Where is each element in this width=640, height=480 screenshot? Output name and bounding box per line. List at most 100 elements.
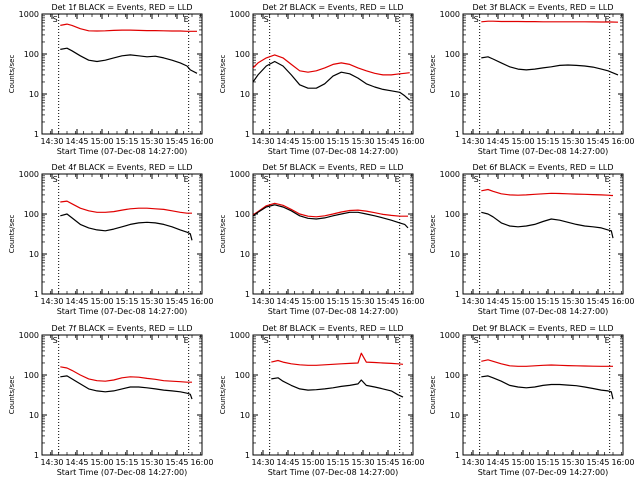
x-tick-label: 14:45 bbox=[65, 458, 88, 467]
x-tick-label: 15:45 bbox=[165, 137, 188, 146]
series-events-line bbox=[481, 211, 614, 239]
y-axis-label: Counts/sec bbox=[219, 376, 227, 415]
x-tick-label: 15:15 bbox=[536, 137, 559, 146]
x-axis-label: Start Time (07-Dec-09 14:27:00) bbox=[478, 468, 609, 477]
series-lld-line bbox=[481, 20, 619, 23]
x-tick-label: 14:45 bbox=[276, 137, 299, 146]
x-tick-label: 15:45 bbox=[165, 458, 188, 467]
x-tick-label: 15:00 bbox=[90, 137, 113, 146]
x-axis-label: Start Time (07-Dec-08 14:27:00) bbox=[268, 468, 399, 477]
series-events-line bbox=[252, 204, 409, 229]
series-events-line bbox=[252, 60, 411, 101]
x-tick-label: 15:30 bbox=[140, 458, 163, 467]
y-tick-label: 1 bbox=[455, 130, 460, 139]
x-tick-label: 15:00 bbox=[301, 297, 324, 306]
y-tick-label: 10 bbox=[450, 411, 460, 420]
y-tick-label: 1 bbox=[245, 290, 250, 299]
series-events-line bbox=[60, 213, 193, 241]
y-tick-label: 100 bbox=[24, 371, 39, 380]
y-tick-label: 100 bbox=[445, 210, 460, 219]
plot-frame bbox=[462, 173, 624, 295]
x-tick-label: 15:30 bbox=[351, 137, 374, 146]
x-tick-label: 15:45 bbox=[376, 297, 399, 306]
y-tick-label: 10 bbox=[29, 411, 39, 420]
y-axis-label: Counts/sec bbox=[219, 55, 227, 94]
x-tick-label: 15:15 bbox=[326, 458, 349, 467]
y-tick-label: 10 bbox=[450, 90, 460, 99]
y-tick-label: 100 bbox=[24, 50, 39, 59]
chart-title: Det 1f BLACK = Events, RED = LLD bbox=[51, 3, 192, 12]
y-axis-label: Counts/sec bbox=[8, 215, 16, 254]
y-tick-label: 1 bbox=[455, 290, 460, 299]
panel-7: Det 7f BLACK = Events, RED = LLD Counts/s… bbox=[8, 324, 214, 477]
series-lld-line bbox=[60, 23, 197, 32]
x-tick-label: 15:30 bbox=[561, 297, 584, 306]
y-tick-label: 1 bbox=[245, 451, 250, 460]
x-axis-label: Start Time (07-Dec-08 14:27:00) bbox=[268, 307, 399, 316]
x-tick-label: 15:00 bbox=[511, 137, 534, 146]
marker-label-s: S bbox=[264, 336, 269, 345]
chart-title: Det 9f BLACK = Events, RED = LLD bbox=[472, 324, 613, 333]
marker-label-e: E bbox=[605, 336, 610, 345]
y-tick-label: 1000 bbox=[230, 170, 250, 179]
y-tick-label: 1 bbox=[34, 290, 39, 299]
x-tick-label: 15:15 bbox=[115, 137, 138, 146]
x-tick-label: 14:30 bbox=[251, 297, 274, 306]
x-tick-label: 15:00 bbox=[301, 458, 324, 467]
plot-frame bbox=[252, 13, 414, 135]
series-events-line bbox=[271, 377, 404, 398]
x-tick-label: 15:00 bbox=[90, 297, 113, 306]
y-tick-label: 1000 bbox=[440, 331, 460, 340]
x-tick-label: 14:30 bbox=[40, 458, 63, 467]
x-tick-label: 15:00 bbox=[90, 458, 113, 467]
x-tick-label: 16:00 bbox=[611, 137, 634, 146]
y-axis-label: Counts/sec bbox=[8, 55, 16, 94]
plot-frame bbox=[252, 334, 414, 456]
marker-label-s: S bbox=[474, 336, 479, 345]
marker-label-s: S bbox=[264, 175, 269, 184]
x-tick-label: 15:30 bbox=[351, 458, 374, 467]
y-axis-label: Counts/sec bbox=[8, 376, 16, 415]
x-tick-label: 15:45 bbox=[165, 297, 188, 306]
marker-label-s: S bbox=[474, 175, 479, 184]
y-tick-label: 1000 bbox=[19, 10, 39, 19]
x-axis-label: Start Time (07-Dec-08 14:27:00) bbox=[268, 147, 399, 156]
series-lld-line bbox=[481, 359, 613, 367]
series-lld-line bbox=[481, 188, 613, 197]
marker-label-e: E bbox=[395, 175, 400, 184]
y-tick-label: 1 bbox=[34, 130, 39, 139]
y-tick-label: 100 bbox=[445, 371, 460, 380]
x-tick-label: 15:45 bbox=[376, 137, 399, 146]
y-tick-label: 100 bbox=[24, 210, 39, 219]
y-tick-label: 100 bbox=[445, 50, 460, 59]
series-lld-line bbox=[252, 54, 410, 76]
series-events-line bbox=[481, 56, 619, 76]
panel-3: Det 3f BLACK = Events, RED = LLD Counts/s… bbox=[429, 3, 635, 156]
x-tick-label: 14:45 bbox=[276, 297, 299, 306]
panel-6: Det 6f BLACK = Events, RED = LLD Counts/s… bbox=[429, 163, 635, 316]
y-tick-label: 1 bbox=[245, 130, 250, 139]
chart-title: Det 2f BLACK = Events, RED = LLD bbox=[262, 3, 403, 12]
marker-label-e: E bbox=[184, 15, 189, 24]
x-tick-label: 16:00 bbox=[190, 458, 213, 467]
x-tick-label: 14:30 bbox=[40, 137, 63, 146]
x-tick-label: 15:00 bbox=[511, 458, 534, 467]
x-tick-label: 15:15 bbox=[326, 297, 349, 306]
x-tick-label: 14:45 bbox=[486, 137, 509, 146]
marker-label-e: E bbox=[605, 15, 610, 24]
x-tick-label: 15:45 bbox=[376, 458, 399, 467]
chart-title: Det 7f BLACK = Events, RED = LLD bbox=[51, 324, 192, 333]
panel-9: Det 9f BLACK = Events, RED = LLD Counts/s… bbox=[429, 324, 635, 477]
x-tick-label: 15:15 bbox=[326, 137, 349, 146]
x-tick-label: 16:00 bbox=[401, 458, 424, 467]
chart-title: Det 5f BLACK = Events, RED = LLD bbox=[262, 163, 403, 172]
series-events-line bbox=[481, 375, 614, 400]
x-tick-label: 16:00 bbox=[611, 297, 634, 306]
marker-label-s: S bbox=[474, 15, 479, 24]
x-tick-label: 15:15 bbox=[115, 297, 138, 306]
panel-5: Det 5f BLACK = Events, RED = LLD Counts/s… bbox=[219, 163, 425, 316]
x-tick-label: 15:30 bbox=[140, 297, 163, 306]
x-tick-label: 15:15 bbox=[536, 297, 559, 306]
plot-frame bbox=[41, 13, 203, 135]
